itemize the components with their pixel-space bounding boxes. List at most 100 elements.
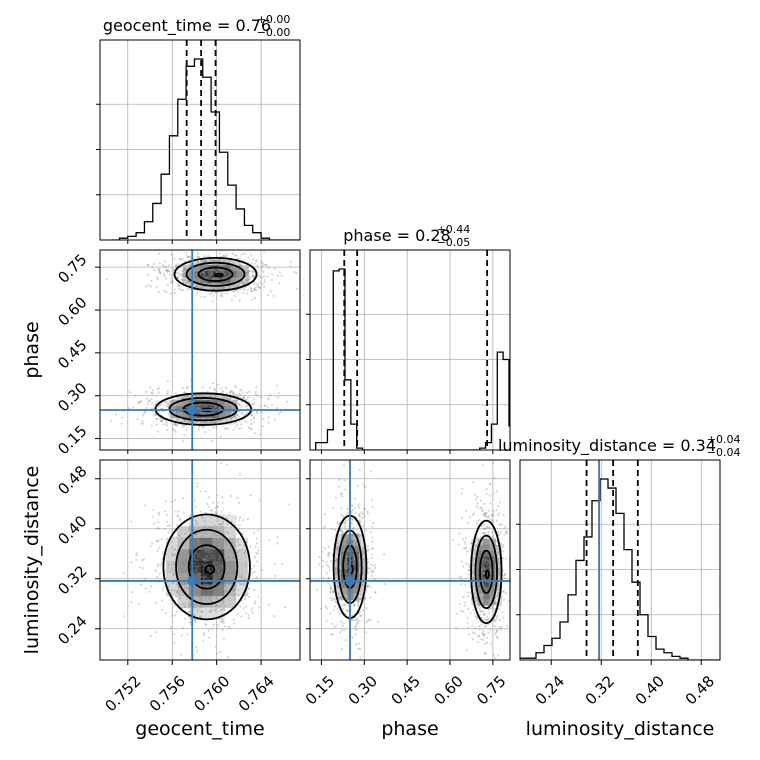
scatter-point (238, 524, 241, 527)
scatter-point (333, 625, 336, 628)
density-cell (200, 595, 213, 609)
scatter-point (114, 413, 117, 416)
scatter-point (156, 540, 159, 543)
scatter-point (353, 603, 356, 607)
scatter-point (151, 515, 154, 518)
scatter-point (495, 544, 498, 548)
scatter-point (352, 594, 355, 597)
scatter-point (214, 415, 217, 418)
scatter-point (214, 410, 217, 413)
y-tick-label-luminosity-distance: 0.32 (54, 562, 90, 598)
scatter-point (244, 594, 247, 597)
scatter-point (217, 501, 220, 504)
scatter-point (482, 603, 485, 606)
scatter-point (464, 584, 467, 587)
scatter-point (238, 299, 241, 302)
scatter-point (257, 606, 261, 609)
scatter-point (479, 638, 482, 641)
scatter-point (247, 278, 250, 281)
scatter-point (170, 402, 173, 405)
scatter-point (495, 539, 498, 542)
scatter-point (258, 274, 261, 277)
scatter-point (211, 554, 214, 557)
scatter-point (345, 561, 349, 564)
scatter-point (225, 530, 228, 534)
scatter-point (243, 282, 246, 285)
scatter-point (334, 568, 337, 572)
scatter-point (130, 601, 133, 604)
scatter-point (241, 396, 244, 399)
scatter-point (344, 540, 347, 543)
scatter-point (219, 583, 223, 586)
scatter-point (478, 585, 481, 588)
scatter-point (352, 561, 355, 565)
x-tick-label-geocent-time: 0.752 (101, 672, 144, 715)
scatter-point (356, 603, 359, 606)
scatter-point (253, 287, 256, 291)
scatter-point (186, 598, 189, 601)
density-cell (489, 586, 496, 594)
scatter-point (494, 656, 497, 659)
scatter-point (489, 575, 493, 578)
scatter-point (215, 271, 218, 274)
scatter-point (250, 254, 253, 257)
density-cell (224, 526, 237, 539)
scatter-point (339, 558, 343, 562)
scatter-point (484, 558, 487, 561)
scatter-point (491, 461, 495, 464)
scatter-point (346, 549, 349, 552)
scatter-point (503, 533, 506, 536)
scatter-point (372, 569, 375, 572)
scatter-point (482, 594, 485, 597)
scatter-point (457, 543, 460, 546)
scatter-point (162, 423, 165, 426)
scatter-point (185, 428, 188, 431)
scatter-point (198, 543, 201, 546)
scatter-point (238, 549, 241, 552)
scatter-point (247, 270, 250, 273)
scatter-point (157, 268, 161, 271)
scatter-point (155, 540, 158, 543)
panel-geocent-time-vs-luminosity-distance (99, 459, 301, 661)
scatter-point (357, 533, 360, 536)
scatter-point (250, 418, 253, 422)
scatter-point (151, 392, 154, 395)
scatter-point (199, 490, 202, 493)
scatter-point (476, 565, 479, 568)
scatter-point (245, 271, 249, 274)
scatter-point (350, 542, 353, 545)
scatter-point (491, 585, 494, 588)
scatter-point (228, 273, 231, 276)
scatter-point (260, 268, 263, 271)
scatter-point (481, 561, 484, 564)
scatter-point (487, 611, 491, 615)
scatter-point (238, 392, 241, 396)
scatter-point (214, 544, 217, 547)
scatter-point (490, 550, 494, 553)
scatter-point (183, 588, 186, 591)
scatter-point (366, 585, 369, 589)
scatter-point (497, 583, 500, 586)
scatter-point (483, 562, 486, 565)
scatter-point (221, 294, 224, 298)
scatter-point (483, 538, 486, 541)
scatter-point (461, 537, 465, 541)
scatter-point (195, 266, 199, 269)
scatter-point (212, 264, 216, 267)
scatter-point (212, 411, 215, 414)
scatter-point (204, 274, 207, 277)
scatter-point (216, 494, 219, 497)
scatter-point (471, 638, 475, 641)
scatter-point (484, 546, 487, 549)
scatter-point (232, 541, 235, 544)
scatter-point (188, 604, 191, 607)
scatter-geocent-time-phase (105, 250, 298, 443)
scatter-point (192, 284, 195, 287)
scatter-point (346, 512, 349, 515)
scatter-point (266, 294, 269, 297)
scatter-point (237, 273, 240, 276)
scatter-point (228, 411, 231, 415)
scatter-point (176, 590, 179, 593)
density-cell (353, 539, 360, 547)
scatter-point (151, 542, 154, 545)
